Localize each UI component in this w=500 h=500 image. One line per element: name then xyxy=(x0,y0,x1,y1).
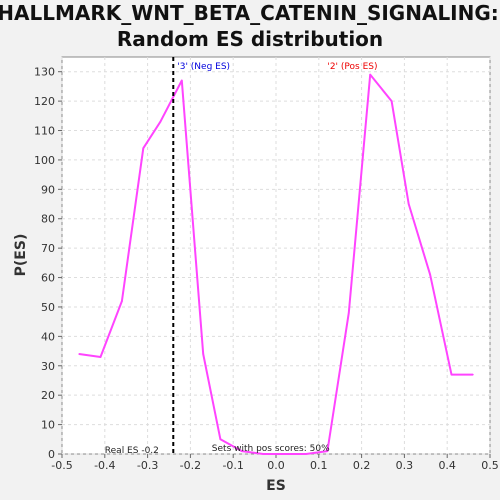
y-tick-label: 90 xyxy=(41,183,55,196)
chart-title-line2: Random ES distribution xyxy=(117,27,383,51)
x-tick-label: -0.2 xyxy=(180,459,201,472)
y-tick-label: 100 xyxy=(34,154,55,167)
y-tick-label: 70 xyxy=(41,242,55,255)
x-tick-label: 0.1 xyxy=(310,459,328,472)
y-tick-label: 50 xyxy=(41,301,55,314)
y-tick-label: 120 xyxy=(34,95,55,108)
series-layer xyxy=(78,73,474,455)
x-tick-label: 0.2 xyxy=(353,459,371,472)
data-point xyxy=(262,453,264,455)
y-tick-label: 10 xyxy=(41,419,55,432)
data-point xyxy=(305,453,307,455)
x-tick-label: -0.3 xyxy=(137,459,158,472)
y-tick-label: 80 xyxy=(41,213,55,226)
x-tick-label: 0.3 xyxy=(396,459,414,472)
y-tick-label: 40 xyxy=(41,330,55,343)
data-point xyxy=(326,450,329,452)
x-axis-label: ES xyxy=(266,478,286,494)
data-point xyxy=(429,273,431,276)
data-point xyxy=(159,120,162,123)
data-point xyxy=(181,79,183,82)
data-point xyxy=(283,453,286,455)
data-point xyxy=(407,203,410,205)
data-point xyxy=(142,147,145,149)
x-tick-label: -0.4 xyxy=(94,459,115,472)
random-es-series-line xyxy=(78,73,473,455)
x-tick-label: -0.5 xyxy=(51,459,72,472)
y-tick-label: 60 xyxy=(41,272,55,285)
data-point xyxy=(99,356,102,358)
neg-es-annotation: '3' (Neg ES) xyxy=(177,62,230,72)
data-point xyxy=(369,73,371,76)
x-tick-label: 0.4 xyxy=(438,459,456,472)
x-tick-label: -0.1 xyxy=(222,459,243,472)
axis-ticks: -0.5 -0.4 -0.3 -0.2 -0.1 0.0 0.1 0.2 0.3 0.4 0.5 0 1… xyxy=(34,66,499,472)
chart-title-line1: HALLMARK_WNT_BETA_CATENIN_SIGNALING: xyxy=(0,1,499,25)
y-tick-label: 20 xyxy=(41,389,55,402)
pos-scores-annotation: Sets with pos scores: 50% xyxy=(212,444,330,454)
y-tick-label: 30 xyxy=(41,360,55,373)
data-point xyxy=(240,450,243,452)
x-tick-label: 0.0 xyxy=(267,459,285,472)
pos-es-annotation: '2' (Pos ES) xyxy=(327,62,377,72)
data-point xyxy=(219,438,222,441)
data-point xyxy=(472,373,474,376)
data-point xyxy=(78,353,80,355)
real-es-annotation: Real ES -0.2 xyxy=(105,446,159,456)
y-tick-label: 130 xyxy=(34,66,55,79)
gridlines xyxy=(61,57,491,455)
data-point xyxy=(390,100,393,102)
data-point xyxy=(347,312,350,314)
y-tick-label: 110 xyxy=(34,125,55,138)
y-axis-label: P(ES) xyxy=(13,234,29,277)
data-point xyxy=(121,300,123,302)
x-tick-label: 0.5 xyxy=(481,459,499,472)
data-point xyxy=(202,353,205,355)
data-point xyxy=(450,373,453,376)
y-tick-label: 0 xyxy=(48,448,55,461)
